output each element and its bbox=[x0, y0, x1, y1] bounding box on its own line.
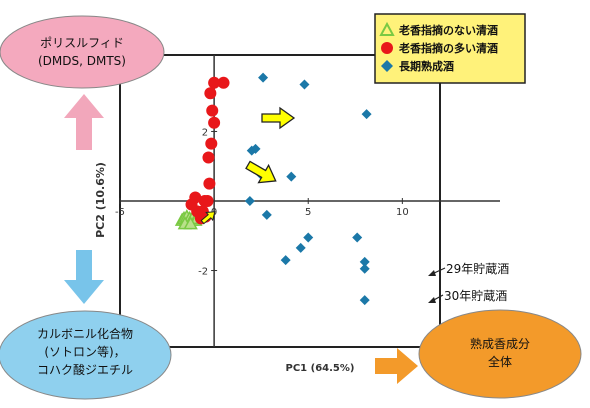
yellow-arrow-upper bbox=[261, 106, 296, 130]
svg-text:(DMDS, DMTS): (DMDS, DMTS) bbox=[38, 54, 126, 68]
red-point bbox=[198, 195, 211, 207]
red-point bbox=[206, 104, 219, 117]
blue-point bbox=[359, 256, 370, 267]
blue-point bbox=[352, 232, 363, 243]
polysulfide-bubble: ポリスルフィド (DMDS, DMTS) bbox=[0, 15, 165, 89]
annotation-30: 30年貯蔵酒 bbox=[428, 289, 507, 303]
blue-point bbox=[280, 255, 291, 266]
pink-up-arrow bbox=[64, 94, 104, 150]
blue-point bbox=[250, 143, 261, 154]
svg-text:(ソトロン等)，: (ソトロン等)， bbox=[44, 345, 125, 359]
x-axis-label: PC1 (64.5%) bbox=[286, 363, 355, 374]
y-tick-label: 2 bbox=[202, 127, 208, 138]
red-point bbox=[208, 116, 221, 129]
legend-label-red: 老香指摘の多い清酒 bbox=[398, 41, 498, 55]
red-point bbox=[204, 87, 217, 100]
y-axis-label: PC2 (10.6%) bbox=[94, 162, 107, 238]
red-point bbox=[203, 177, 216, 190]
svg-text:30年貯蔵酒: 30年貯蔵酒 bbox=[444, 289, 507, 303]
orange-right-arrow bbox=[375, 348, 418, 384]
legend-triangle-icon bbox=[379, 21, 395, 36]
red-point bbox=[189, 191, 202, 204]
blue-point bbox=[244, 196, 255, 206]
x-tick-label: -5 bbox=[115, 207, 125, 218]
legend-label-blue: 長期熟成酒 bbox=[399, 59, 454, 73]
svg-text:29年貯蔵酒: 29年貯蔵酒 bbox=[446, 262, 509, 276]
y-tick-label: -2 bbox=[198, 267, 208, 278]
blue-point bbox=[286, 171, 297, 182]
red-point bbox=[217, 76, 230, 89]
blue-point bbox=[258, 72, 269, 83]
red-point bbox=[196, 205, 209, 218]
green-point bbox=[183, 216, 198, 230]
svg-text:ポリスルフィド: ポリスルフィド bbox=[40, 36, 124, 50]
blue-point bbox=[359, 295, 370, 306]
blue-point bbox=[303, 232, 314, 243]
red-point bbox=[208, 76, 221, 89]
legend-circle-icon bbox=[381, 42, 393, 54]
carbonyl-bubble: カルボニル化合物 (ソトロン等)， コハク酸ジエチル bbox=[0, 310, 172, 400]
yellow-arrow-small bbox=[200, 211, 216, 225]
blue-down-arrow bbox=[64, 250, 104, 304]
legend-label-green: 老香指摘のない清酒 bbox=[398, 23, 498, 37]
blue-point bbox=[359, 263, 370, 274]
red-point bbox=[205, 137, 218, 150]
svg-text:コハク酸ジエチル: コハク酸ジエチル bbox=[37, 362, 133, 377]
blue-point bbox=[361, 109, 372, 120]
blue-point bbox=[295, 242, 306, 253]
x-tick-label: 10 bbox=[396, 207, 409, 218]
legend-diamond-icon bbox=[381, 60, 393, 72]
blue-point bbox=[261, 209, 272, 220]
x-tick-label: 5 bbox=[305, 207, 311, 218]
data-points bbox=[174, 72, 372, 306]
red-point bbox=[202, 151, 215, 164]
blue-point bbox=[299, 79, 310, 90]
svg-text:熟成香成分: 熟成香成分 bbox=[470, 336, 530, 351]
svg-text:全体: 全体 bbox=[488, 354, 512, 369]
yellow-arrow-lower bbox=[245, 160, 277, 184]
aged-aroma-bubble: 熟成香成分 全体 bbox=[418, 309, 582, 399]
svg-text:カルボニル化合物: カルボニル化合物 bbox=[37, 326, 133, 341]
annotation-29: 29年貯蔵酒 bbox=[428, 262, 509, 276]
legend: 老香指摘のない清酒 老香指摘の多い清酒 長期熟成酒 bbox=[374, 13, 526, 84]
ticks: -5051020-2 bbox=[115, 127, 409, 277]
